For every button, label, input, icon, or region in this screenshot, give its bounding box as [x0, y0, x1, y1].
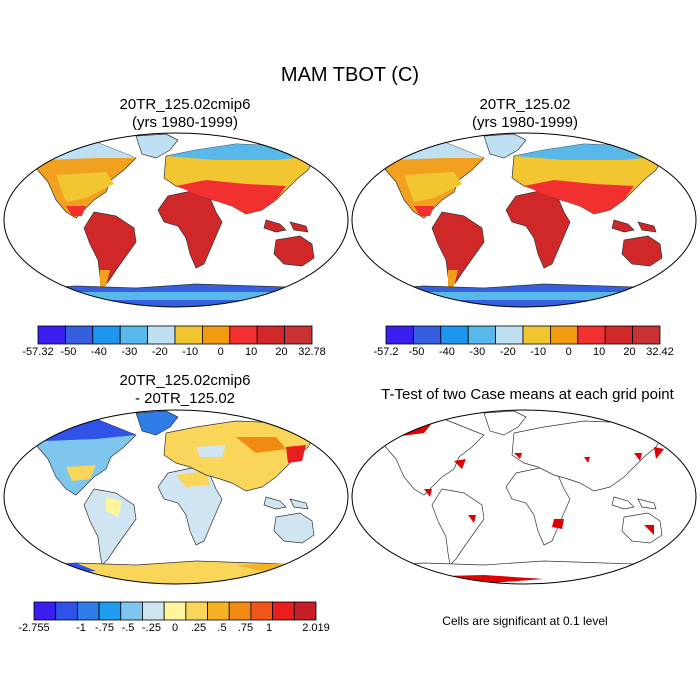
panel-title-line1: 20TR_125.02	[479, 96, 571, 113]
colorbar-label: -57.2	[373, 346, 399, 358]
colorbar-label: -.25	[142, 622, 161, 634]
colorbar-label: -30	[121, 346, 138, 358]
colorbar-label: 0	[565, 346, 572, 358]
colorbar-label: 32.78	[298, 346, 326, 358]
colorbar-label: -57.32	[22, 346, 54, 358]
colorbar-label: -50	[60, 346, 77, 358]
colorbar-box	[119, 325, 148, 345]
colorbar-box	[33, 601, 57, 621]
colorbar-box	[76, 601, 100, 621]
colorbar-box	[174, 325, 203, 345]
colorbar-label: .25	[190, 622, 207, 634]
colorbar-top-left	[37, 325, 313, 345]
panel-title-line1: 20TR_125.02cmip6	[119, 96, 251, 113]
colorbar-box	[495, 325, 524, 345]
colorbar-box	[440, 325, 469, 345]
colorbar-box	[284, 325, 313, 345]
colorbar-label: .75	[237, 622, 254, 634]
colorbar-box	[632, 325, 661, 345]
map-bottom-right	[352, 410, 696, 584]
colorbar-box	[37, 325, 66, 345]
colorbar-label: 0	[217, 346, 224, 358]
colorbar-label: -20	[151, 346, 168, 358]
colorbar-label: -40	[438, 346, 455, 358]
colorbar-label: -.5	[121, 622, 135, 634]
colorbar-box	[201, 325, 231, 345]
colorbar-label: 20	[275, 346, 288, 358]
colorbar-box	[467, 325, 497, 345]
colorbar-box	[272, 601, 295, 621]
colorbar-label: 20	[623, 346, 636, 358]
colorbar-label: 0	[171, 622, 179, 634]
colorbar-box	[229, 325, 258, 345]
colorbar-box	[293, 601, 317, 621]
panel-title-line1: 20TR_125.02cmip6	[119, 372, 251, 389]
colorbar-box	[412, 325, 442, 345]
colorbar-label: 10	[244, 346, 258, 358]
colorbar-box	[250, 601, 274, 621]
panel-title-line2: (yrs 1980-1999)	[472, 114, 578, 131]
colorbar-label: 1	[265, 622, 273, 634]
colorbar-label: -20	[499, 346, 516, 358]
colorbar-label: -50	[408, 346, 425, 358]
colorbar-box	[120, 601, 143, 621]
colorbar-label: -1	[76, 622, 86, 634]
colorbar-label: -40	[90, 346, 107, 358]
panel-title-line2: (yrs 1980-1999)	[132, 114, 238, 131]
panel-title-top-right: 20TR_125.02 (yrs 1980-1999)	[350, 96, 700, 132]
panel-title-line2: - 20TR_125.02	[134, 390, 236, 407]
colorbar-label: -.75	[95, 622, 114, 634]
colorbar-box	[604, 325, 634, 345]
colorbar-box	[142, 601, 165, 621]
colorbar-label: -10	[182, 346, 199, 358]
panel-title-bottom-right: T-Test of two Case means at each grid po…	[381, 386, 674, 403]
colorbar-box	[385, 325, 414, 345]
colorbar-box	[163, 601, 187, 621]
colorbar-box	[207, 601, 230, 621]
colorbar-bottom-left	[33, 601, 317, 621]
significance-note: Cells are significant at 0.1 level	[442, 614, 608, 628]
colorbar-box	[256, 325, 286, 345]
colorbar-label: 32.42	[646, 346, 674, 358]
colorbar-label: 10	[592, 346, 606, 358]
colorbar-box	[65, 325, 94, 345]
map-bottom-left	[4, 410, 348, 584]
colorbar-box	[522, 325, 551, 345]
map-top-right	[352, 133, 696, 307]
colorbar-box	[185, 601, 208, 621]
panel-title-top-left: 20TR_125.02cmip6 (yrs 1980-1999)	[20, 96, 350, 132]
figure-title: MAM TBOT (C)	[280, 64, 420, 86]
map-top-left	[4, 133, 348, 307]
colorbar-box	[147, 325, 176, 345]
colorbar-box	[550, 325, 579, 345]
colorbar-label: -30	[469, 346, 486, 358]
colorbar-label: .5	[217, 622, 227, 634]
panel-title-bottom-left: 20TR_125.02cmip6 - 20TR_125.02	[20, 372, 350, 408]
colorbar-box	[98, 601, 122, 621]
colorbar-box	[55, 601, 78, 621]
colorbar-box	[577, 325, 606, 345]
colorbar-label: -10	[530, 346, 547, 358]
colorbar-box	[92, 325, 121, 345]
colorbar-label: 2.019	[302, 622, 330, 634]
colorbar-top-right	[385, 325, 661, 345]
colorbar-box	[228, 601, 252, 621]
colorbar-label: -2.755	[18, 622, 50, 634]
